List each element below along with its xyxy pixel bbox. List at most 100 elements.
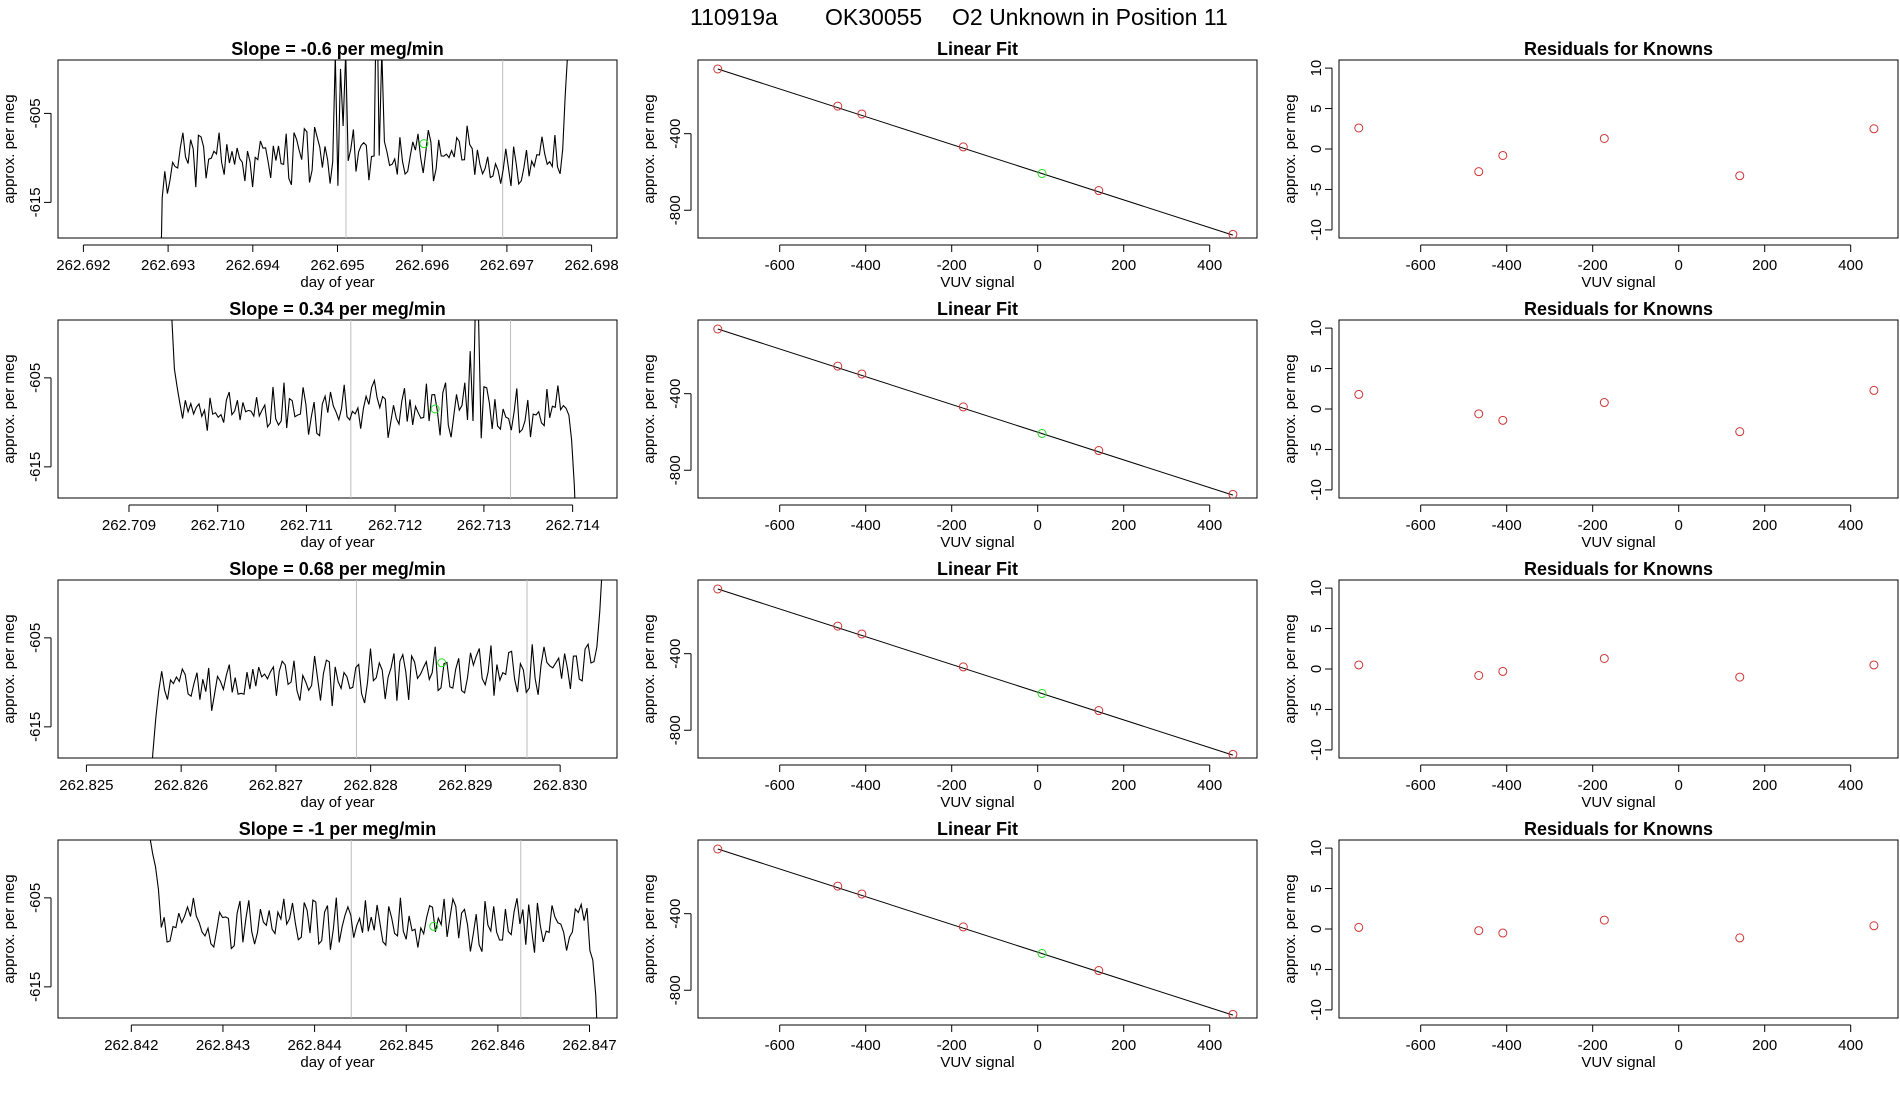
panel-title: Residuals for Knowns xyxy=(1524,819,1713,839)
x-tick-label: 0 xyxy=(1675,777,1683,794)
x-tick-label: -200 xyxy=(937,777,967,794)
known-standard-point xyxy=(833,361,843,371)
y-axis-label: approx. per meg xyxy=(1,354,18,463)
fit-line xyxy=(717,68,1234,236)
x-axis-label: VUV signal xyxy=(1581,794,1655,811)
y-axis-label: approx. per meg xyxy=(641,614,658,723)
figure-title-tank: OK30055 xyxy=(825,4,922,30)
x-tick-label: 262.709 xyxy=(102,517,156,534)
x-axis-label: VUV signal xyxy=(1581,274,1655,291)
x-tick-label: -600 xyxy=(1406,257,1436,274)
x-tick-label: -600 xyxy=(765,777,795,794)
data-trace-line xyxy=(149,840,598,1018)
x-tick-label: -400 xyxy=(1492,1037,1522,1054)
plot-frame xyxy=(697,839,1258,1019)
panel-4-line: Slope = -1 per meg/min 262.842 262.843 262.… xyxy=(1,819,618,1071)
known-standard-point xyxy=(713,844,723,854)
x-tick-label: 262.714 xyxy=(546,517,600,534)
figure-title-description: O2 Unknown in Position 11 xyxy=(952,4,1228,30)
y-tick-label: -800 xyxy=(667,455,684,485)
figure-title-date: 110919a xyxy=(690,4,778,30)
x-axis-label: VUV signal xyxy=(940,794,1014,811)
x-tick-label: -400 xyxy=(1492,777,1522,794)
known-standard-point xyxy=(713,64,723,74)
panel-title: Linear Fit xyxy=(937,299,1018,319)
residual-point xyxy=(1599,398,1609,408)
y-tick-label: 0 xyxy=(1308,925,1325,933)
panel-title: Linear Fit xyxy=(937,39,1018,59)
x-tick-label: 0 xyxy=(1034,257,1042,274)
x-tick-label: -400 xyxy=(1492,257,1522,274)
known-standard-point xyxy=(958,142,968,152)
x-tick-label: 262.712 xyxy=(368,517,422,534)
y-axis-label: approx. per meg xyxy=(641,874,658,983)
x-tick-label: 400 xyxy=(1197,517,1222,534)
y-tick-label: -400 xyxy=(667,119,684,149)
x-tick-label: -600 xyxy=(1406,517,1436,534)
known-standard-point xyxy=(713,584,723,594)
y-tick-label: 5 xyxy=(1308,884,1325,892)
known-standard-point xyxy=(857,109,867,119)
x-tick-label: 400 xyxy=(1838,777,1863,794)
panel-title: Slope = 0.34 per meg/min xyxy=(229,299,446,319)
unknown-point xyxy=(1037,428,1047,438)
panel-title: Slope = 0.68 per meg/min xyxy=(229,559,446,579)
y-tick-label: -400 xyxy=(667,639,684,669)
y-axis-label: approx. per meg xyxy=(641,354,658,463)
x-tick-label: 262.694 xyxy=(226,257,280,274)
residual-point xyxy=(1735,427,1745,437)
known-standard-point xyxy=(1228,1009,1238,1018)
plot-frame xyxy=(1338,319,1899,499)
residual-point xyxy=(1354,389,1364,399)
y-tick-label: 10 xyxy=(1308,320,1325,337)
plot-area xyxy=(713,844,1238,1018)
fit-line xyxy=(717,588,1234,756)
x-axis-label: VUV signal xyxy=(940,1054,1014,1071)
data-trace-line xyxy=(160,60,568,238)
y-axis-label: approx. per meg xyxy=(1282,354,1299,463)
plot-area xyxy=(171,320,576,498)
y-tick-label: -615 xyxy=(27,187,44,217)
panel-1-line: Slope = -0.6 per meg/min 262.692 262.693 26… xyxy=(1,39,619,291)
y-tick-label: 0 xyxy=(1308,405,1325,413)
x-tick-label: 400 xyxy=(1197,777,1222,794)
y-axis-label: approx. per meg xyxy=(1,874,18,983)
x-axis-label: VUV signal xyxy=(940,274,1014,291)
x-axis-label: day of year xyxy=(300,794,374,811)
panel-3-scatter: Linear Fit -600 -400 -200 0 200 400 VUV signal -… xyxy=(641,559,1258,811)
known-standard-point xyxy=(1094,186,1104,196)
x-tick-label: 400 xyxy=(1838,1037,1863,1054)
known-standard-point xyxy=(833,621,843,631)
residual-point xyxy=(1735,672,1745,682)
residual-point xyxy=(1869,921,1879,931)
residual-point xyxy=(1474,409,1484,419)
residual-point xyxy=(1498,150,1508,160)
y-tick-label: -10 xyxy=(1308,219,1325,241)
residual-point xyxy=(1869,385,1879,395)
y-axis-label: approx. per meg xyxy=(641,94,658,203)
x-tick-label: -200 xyxy=(937,517,967,534)
x-axis-label: VUV signal xyxy=(1581,1054,1655,1071)
known-standard-point xyxy=(857,889,867,899)
y-tick-label: -5 xyxy=(1308,443,1325,456)
x-tick-label: 262.843 xyxy=(196,1037,250,1054)
y-tick-label: -615 xyxy=(27,712,44,742)
plot-area xyxy=(1354,385,1879,437)
x-tick-label: 400 xyxy=(1838,257,1863,274)
y-tick-label: -5 xyxy=(1308,963,1325,976)
x-tick-label: -600 xyxy=(765,257,795,274)
panel-4-scatter: Residuals for Knowns -600 -400 -200 0 200 400 V… xyxy=(1282,819,1899,1071)
fit-line xyxy=(717,328,1234,496)
plot-area xyxy=(160,60,568,238)
y-tick-label: -5 xyxy=(1308,183,1325,196)
y-tick-label: -615 xyxy=(27,452,44,482)
x-axis-label: day of year xyxy=(300,534,374,551)
plot-frame xyxy=(57,579,618,759)
x-tick-label: -600 xyxy=(1406,1037,1436,1054)
x-tick-label: 200 xyxy=(1752,1037,1777,1054)
y-axis-label: approx. per meg xyxy=(1,94,18,203)
x-tick-label: 262.696 xyxy=(395,257,449,274)
y-tick-label: -615 xyxy=(27,972,44,1002)
x-tick-label: 262.830 xyxy=(533,777,587,794)
